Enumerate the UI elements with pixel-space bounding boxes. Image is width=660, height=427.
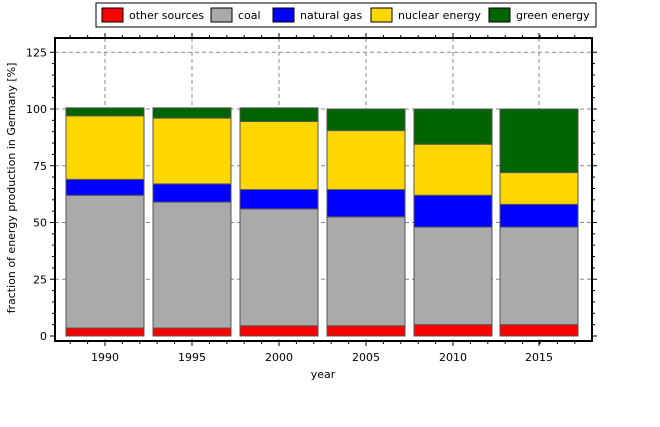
bar-green-energy-2015 <box>499 108 579 174</box>
x-tick-label: 2000 <box>265 351 293 364</box>
bar-natural-gas-2010 <box>413 194 493 228</box>
legend-label-nuclear-energy: nuclear energy <box>398 9 481 22</box>
bar-green-energy-1995 <box>152 107 232 119</box>
bar-other-sources-2010 <box>413 324 493 337</box>
bar-nuclear-energy-1990 <box>65 115 145 180</box>
bar-nuclear-energy-2005 <box>326 130 406 191</box>
legend-label-natural-gas: natural gas <box>300 9 363 22</box>
x-tick-label: 2005 <box>352 351 380 364</box>
x-axis-label: year <box>311 368 336 381</box>
bar-green-energy-2000 <box>239 107 319 122</box>
bar-coal-2010 <box>413 226 493 326</box>
y-tick-label: 125 <box>26 46 47 59</box>
bar-coal-1995 <box>152 201 232 329</box>
legend: other sources coal natural gas nuclear ener… <box>95 2 597 28</box>
legend-box <box>95 2 597 28</box>
bar-other-sources-2000 <box>239 325 319 337</box>
bar-natural-gas-2000 <box>239 189 319 210</box>
y-tick-label: 0 <box>40 330 47 343</box>
y-tick-label: 75 <box>33 160 47 173</box>
bar-other-sources-1995 <box>152 327 232 337</box>
x-tick-label: 1990 <box>91 351 119 364</box>
bar-nuclear-energy-2015 <box>499 172 579 205</box>
plot-frame <box>54 37 593 342</box>
bar-green-energy-1990 <box>65 107 145 117</box>
bars <box>65 107 579 337</box>
bar-green-energy-2010 <box>413 108 493 145</box>
bar-nuclear-energy-2010 <box>413 143 493 196</box>
x-tick-label: 2010 <box>439 351 467 364</box>
y-axis: 0 25 50 75 100 125 <box>26 46 597 343</box>
bar-coal-2015 <box>499 226 579 326</box>
legend-swatch-green-energy <box>488 7 511 23</box>
legend-swatch-other-sources <box>101 7 124 23</box>
bar-nuclear-energy-2000 <box>239 120 319 191</box>
legend-swatch-coal <box>210 7 233 23</box>
x-axis: 1990 1995 2000 2005 2010 2015 <box>69 33 576 364</box>
bar-other-sources-1990 <box>65 327 145 337</box>
y-tick-label: 50 <box>33 217 47 230</box>
bar-natural-gas-1990 <box>65 178 145 196</box>
legend-label-other-sources: other sources <box>129 9 204 22</box>
bar-other-sources-2015 <box>499 324 579 337</box>
bar-coal-2000 <box>239 208 319 327</box>
bar-natural-gas-2015 <box>499 203 579 228</box>
x-tick-label: 2015 <box>525 351 553 364</box>
bar-nuclear-energy-1995 <box>152 117 232 185</box>
y-tick-label: 25 <box>33 273 47 286</box>
legend-label-green-energy: green energy <box>516 9 590 22</box>
legend-swatch-nuclear-energy <box>370 7 393 23</box>
bar-natural-gas-2005 <box>326 189 406 218</box>
y-axis-label: fraction of energy production in Germany… <box>5 63 18 314</box>
y-tick-label: 100 <box>26 103 47 116</box>
bar-natural-gas-1995 <box>152 183 232 203</box>
bar-coal-1990 <box>65 194 145 329</box>
legend-swatch-natural-gas <box>272 7 295 23</box>
x-tick-label: 1995 <box>178 351 206 364</box>
bar-coal-2005 <box>326 216 406 327</box>
bar-green-energy-2005 <box>326 108 406 132</box>
bar-other-sources-2005 <box>326 325 406 337</box>
legend-label-coal: coal <box>238 9 261 22</box>
